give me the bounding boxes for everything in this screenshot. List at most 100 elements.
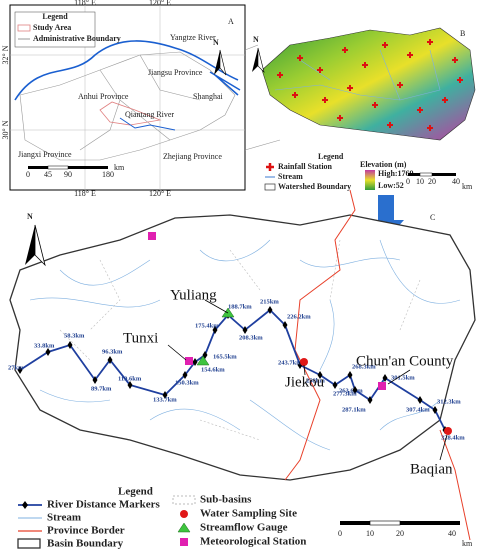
legend-item: High:1769 xyxy=(378,169,414,178)
lat-label: 30° N xyxy=(1,120,10,139)
rainfall-stations xyxy=(277,39,463,131)
panel-label: C xyxy=(430,213,435,222)
distance-markers: 27km 33.8km 58.3km 89.7km 96.3km 119.6km 133.7… xyxy=(8,298,465,441)
distance-marker xyxy=(182,371,188,379)
legend-title: Legend xyxy=(318,152,344,161)
legend-item: Stream xyxy=(278,172,303,181)
distance-marker xyxy=(367,396,373,404)
legend-item: Watershed Boundary xyxy=(278,182,351,191)
legend-item: Study Area xyxy=(33,23,71,32)
distance-label: 287.1km xyxy=(342,406,366,413)
north-label: N xyxy=(27,212,33,221)
distance-label: 243.7km xyxy=(278,359,302,366)
distance-marker xyxy=(127,381,133,389)
scale-label: 40 xyxy=(452,177,460,186)
place-label: Jiekou xyxy=(285,374,325,390)
rainfall-station xyxy=(442,97,448,103)
distance-marker xyxy=(332,381,338,389)
rainfall-station xyxy=(322,97,328,103)
rainfall-station xyxy=(457,77,463,83)
lon-label: 118° E xyxy=(74,0,96,7)
rainfall-station xyxy=(297,55,303,61)
rainfall-station xyxy=(427,125,433,131)
rainfall-station xyxy=(292,92,298,98)
distance-marker xyxy=(352,386,358,394)
place-label: Yangtze River xyxy=(170,33,216,42)
distance-marker xyxy=(92,376,98,384)
legend-item: Stream xyxy=(47,512,81,524)
panel-label: A xyxy=(228,17,234,26)
lon-label: 120° E xyxy=(149,0,171,7)
rainfall-station xyxy=(317,67,323,73)
legend-item: Water Sampling Site xyxy=(200,508,297,520)
distance-label: 215km xyxy=(260,298,279,305)
panel-a: Legend Study Area Administrative Boundar… xyxy=(1,0,246,198)
distance-label: 328.4km xyxy=(441,434,465,441)
distance-label: 154.6km xyxy=(201,366,225,373)
distance-label: 226.2km xyxy=(287,313,311,320)
scale-label: 45 xyxy=(44,170,52,179)
scale-label: km xyxy=(462,182,473,191)
distance-label: 175.4km xyxy=(195,322,219,329)
legend-item: Basin Boundary xyxy=(47,538,124,550)
distance-label: 188.7km xyxy=(228,303,252,310)
scale-label: 20 xyxy=(396,529,404,538)
place-label: Jiangsu Province xyxy=(148,68,203,77)
scale-label: km xyxy=(114,163,125,172)
distance-label: 307.4km xyxy=(406,406,430,413)
distance-label: 268.3km xyxy=(352,363,376,370)
distance-label: 165.5km xyxy=(213,353,237,360)
distance-marker xyxy=(347,371,353,379)
rainfall-station xyxy=(387,122,393,128)
distance-marker xyxy=(212,326,218,334)
distance-marker xyxy=(417,396,423,404)
distance-label: 96.3km xyxy=(102,348,123,355)
panel-c: 27km 33.8km 58.3km 89.7km 96.3km 119.6km 133.7… xyxy=(8,189,476,550)
distance-marker xyxy=(317,371,323,379)
place-label: Baqian xyxy=(410,461,453,477)
distance-label: 119.6km xyxy=(118,375,142,382)
legend-item: Province Border xyxy=(47,525,125,537)
scale-label: 0 xyxy=(406,177,410,186)
legend-item: Streamflow Gauge xyxy=(200,522,288,534)
distance-marker xyxy=(192,358,198,366)
legend-item: Meteorological Station xyxy=(200,536,306,548)
distance-label: 312.3km xyxy=(437,398,461,405)
distance-marker xyxy=(45,348,51,356)
scale-label: 40 xyxy=(448,529,456,538)
distance-marker xyxy=(107,356,113,364)
distance-label: 133.7km xyxy=(153,396,177,403)
rainfall-station xyxy=(347,85,353,91)
scale-label: 90 xyxy=(64,170,72,179)
distance-marker xyxy=(267,306,273,314)
place-label: Jiangxi Province xyxy=(18,150,72,159)
distance-marker xyxy=(17,366,23,374)
place-label: Yuliang xyxy=(170,287,217,303)
place-label: Zhejiang Province xyxy=(163,152,222,161)
legend-item: Rainfall Station xyxy=(278,162,333,171)
rainfall-station xyxy=(337,115,343,121)
distance-label: 208.3km xyxy=(239,334,263,341)
distance-label: 27km xyxy=(8,364,24,371)
place-label: Tunxi xyxy=(123,330,158,346)
distance-label: 301.5km xyxy=(391,374,415,381)
north-label: N xyxy=(213,38,219,47)
distance-marker xyxy=(242,326,248,334)
distance-label: 150.3km xyxy=(175,379,199,386)
distance-label: 277.3km xyxy=(333,390,357,397)
scale-label: 10 xyxy=(416,177,424,186)
scale-label: 20 xyxy=(428,177,436,186)
lon-label: 118° E xyxy=(74,189,96,198)
legend-item: Sub-basins xyxy=(200,494,252,506)
rainfall-station xyxy=(342,47,348,53)
legend-item: River Distance Markers xyxy=(47,499,161,511)
distance-marker xyxy=(432,406,438,414)
distance-marker xyxy=(382,374,388,382)
legend-title: Legend xyxy=(42,12,68,21)
legend-subtitle: Elevation (m) xyxy=(360,160,407,169)
place-label: Anhui Province xyxy=(78,92,129,101)
place-label: Chun'an County xyxy=(356,353,454,369)
rainfall-station xyxy=(277,72,283,78)
north-label: N xyxy=(253,35,259,44)
